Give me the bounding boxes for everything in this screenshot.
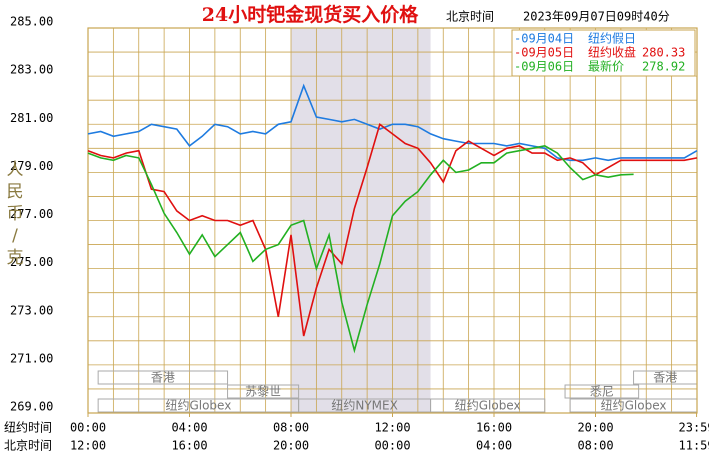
chart-title: 24小时钯金现货买入价格 [202, 3, 419, 26]
y-axis-label-char: 克 [7, 248, 24, 268]
x-tick-label-beijing: 00:00 [374, 439, 410, 452]
legend-last: 278.92 [642, 60, 685, 74]
y-tick-label: 271.00 [10, 351, 53, 365]
y-axis-label-char: 人 [7, 160, 24, 180]
x-tick-label-beijing: 11:59 [679, 439, 709, 452]
y-tick-label: 281.00 [10, 111, 53, 125]
session-label: 纽约Globex [601, 398, 667, 413]
legend-box [511, 29, 696, 77]
x-tick-label: 12:00 [374, 421, 410, 435]
legend-name: -09月05日 [514, 46, 574, 60]
session-label: 苏黎世 [245, 385, 281, 399]
session-label: 香港 [653, 371, 677, 385]
x-tick-label-beijing: 20:00 [273, 439, 309, 452]
legend-last: 280.33 [642, 46, 685, 60]
legend-note: 纽约假日 [588, 31, 636, 46]
x-tick-label-beijing: 08:00 [577, 439, 613, 452]
legend-name: -09月06日 [514, 60, 574, 74]
x-tick-label: 16:00 [476, 421, 512, 435]
y-tick-label: 275.00 [10, 255, 53, 269]
y-axis-label-char: / [12, 226, 18, 246]
y-tick-label: 279.00 [10, 159, 53, 173]
session-label: 纽约Globex [455, 398, 521, 413]
session-box [430, 398, 546, 413]
y-axis-label: 人民币/克 [0, 0, 4, 2]
session-box [564, 384, 640, 399]
row-label: 北京时间 [4, 439, 52, 452]
timestamp: 2023年09月07日09时40分 [523, 10, 670, 24]
session-label: 悉尼 [590, 385, 614, 399]
y-tick-label: 277.00 [10, 207, 53, 221]
x-tick-label: 23:59 [679, 421, 709, 435]
legend-note: 最新价 [588, 59, 624, 74]
y-tick-label: 285.00 [10, 15, 53, 29]
series-line [87, 145, 634, 354]
row-label: 纽约时间 [4, 420, 52, 435]
y-axis-label-char: 币 [7, 204, 24, 224]
session-label: 香港 [151, 371, 175, 385]
legend-name: -09月04日 [514, 32, 574, 46]
x-tick-label-beijing: 04:00 [476, 439, 512, 452]
y-tick-label: 269.00 [10, 400, 53, 414]
x-tick-label: 08:00 [273, 421, 309, 435]
x-tick-label: 04:00 [171, 421, 207, 435]
session-box [227, 384, 300, 399]
session-label: 纽约NYMEX [331, 398, 397, 413]
x-tick-label: 00:00 [70, 421, 106, 435]
legend-note: 纽约收盘 [588, 45, 636, 60]
x-tick-label-beijing: 12:00 [70, 439, 106, 452]
y-tick-label: 273.00 [10, 303, 53, 317]
y-axis-label-char: 民 [7, 182, 24, 202]
session-box [97, 370, 229, 385]
session-label: 纽约Globex [165, 398, 231, 413]
y-tick-label: 283.00 [10, 63, 53, 77]
x-tick-label: 20:00 [577, 421, 613, 435]
x-tick-label-beijing: 16:00 [171, 439, 207, 452]
series-line [87, 83, 698, 162]
subtitle: 北京时间 [446, 10, 494, 24]
